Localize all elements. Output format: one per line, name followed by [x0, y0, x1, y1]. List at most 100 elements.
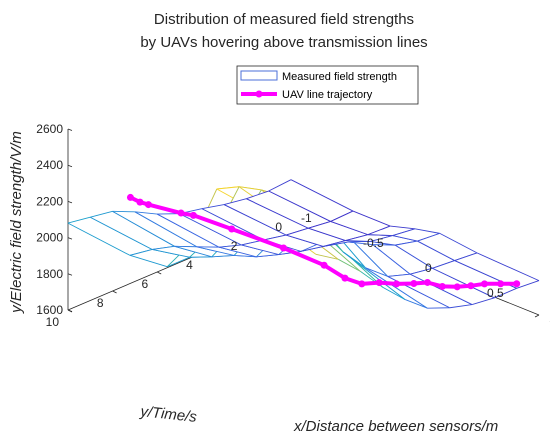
- trajectory-point: [228, 225, 236, 233]
- surface-edge: [414, 228, 440, 234]
- surface-edge: [256, 254, 279, 258]
- surface-edge: [367, 225, 391, 236]
- surface-edge: [219, 246, 257, 258]
- y-tick-mark: [67, 309, 73, 313]
- trajectory-point: [497, 280, 505, 288]
- surface-edge: [223, 198, 247, 206]
- y-tick-label: 6: [142, 277, 149, 291]
- surface-face: [372, 244, 433, 275]
- surface-face: [350, 238, 411, 277]
- surface-face: [395, 241, 455, 269]
- surface-edge: [308, 227, 346, 241]
- surface-edge: [330, 210, 354, 222]
- tick-labels: 1600 1800 2000 2200 2400 2600 0 2 4 6 8 10 -1 -0.5 0 0.…: [36, 122, 550, 329]
- surface-edge: [112, 210, 175, 247]
- trajectory-point: [189, 211, 197, 219]
- z-tick-label: 1600: [36, 303, 63, 317]
- trajectory-point: [480, 280, 488, 288]
- surface-edge: [219, 244, 242, 248]
- surface-edge: [216, 186, 240, 190]
- surface-edge: [471, 297, 495, 306]
- surface-edge: [394, 244, 433, 269]
- surface-edge: [392, 228, 416, 237]
- surface-edge: [365, 267, 388, 277]
- trajectory-point: [341, 274, 349, 282]
- surface-face: [201, 204, 287, 240]
- surface-edge: [239, 186, 262, 191]
- surface-edge: [174, 245, 212, 258]
- surface-edge: [516, 280, 540, 289]
- y-tick-label: 10: [46, 315, 60, 329]
- surface-edge: [156, 213, 220, 248]
- z-tick-label: 2200: [36, 194, 63, 208]
- z-tick-mark: [67, 201, 73, 204]
- trajectory-point: [453, 283, 461, 291]
- surface-face: [268, 179, 353, 222]
- y-axis-label: y/Time/s: [139, 403, 198, 426]
- surface-edge: [387, 273, 411, 277]
- surface-edge: [348, 241, 373, 246]
- surface-face: [308, 221, 368, 241]
- trajectory-point: [513, 280, 521, 288]
- surface-edge: [417, 240, 455, 261]
- trajectory-point: [126, 193, 134, 201]
- surface-edge: [372, 244, 411, 275]
- trajectory-point: [423, 278, 431, 286]
- surface-edge: [223, 204, 287, 236]
- surface-edge: [390, 225, 416, 230]
- z-tick-mark: [67, 164, 73, 168]
- x-tick-label: 0: [425, 261, 432, 275]
- surface-edge: [370, 241, 396, 246]
- surface-edge: [129, 254, 168, 268]
- surface-edge: [392, 235, 418, 242]
- surface-face: [286, 228, 346, 247]
- legend-label-trajectory: UAV line trajectory: [282, 89, 373, 101]
- chart-title-line-1: Distribution of measured field strengths: [154, 11, 414, 28]
- surface-mesh: [67, 179, 540, 309]
- surface-edge: [345, 234, 369, 241]
- surface-face: [370, 235, 418, 246]
- trajectory-point: [393, 280, 400, 288]
- surface-edge: [382, 286, 406, 300]
- surface-edge: [201, 204, 225, 210]
- trajectory-point: [177, 209, 185, 217]
- surface-face: [134, 211, 220, 248]
- surface-edge: [342, 251, 406, 300]
- surface-edge: [67, 222, 131, 256]
- trajectory-point: [280, 244, 288, 252]
- x-tick-mark: [534, 314, 540, 318]
- legend: Measured field strength UAV line traject…: [236, 65, 419, 105]
- surface-edge: [315, 253, 339, 260]
- surface-face: [68, 217, 153, 256]
- y-tick-mark: [157, 271, 162, 275]
- z-tick-label: 2600: [36, 122, 63, 136]
- surface-face: [323, 240, 371, 247]
- surface-face: [112, 211, 197, 247]
- surface-edge: [211, 254, 235, 258]
- trajectory-point: [136, 198, 144, 206]
- surface-edge: [449, 304, 473, 309]
- surface-edge: [201, 208, 265, 241]
- surface-edge: [405, 299, 428, 309]
- surface-edge: [365, 267, 428, 309]
- surface-edge: [370, 235, 393, 242]
- y-tick-label: 8: [97, 296, 104, 310]
- surface-edge: [338, 258, 361, 272]
- surface-edge: [134, 211, 198, 248]
- surface-face: [224, 198, 309, 235]
- chart-title-line-2: by UAVs hovering above transmission line…: [140, 34, 427, 51]
- surface-edge: [409, 267, 433, 275]
- surface-edge: [196, 246, 235, 256]
- legend-trajectory-marker: [255, 90, 263, 98]
- surface-edge: [167, 256, 190, 268]
- surface-face: [432, 260, 517, 298]
- surface-edge: [241, 244, 279, 255]
- surface-edge: [90, 216, 153, 250]
- surface-edge: [395, 240, 418, 246]
- surface-face: [345, 234, 393, 242]
- surface-edge: [454, 252, 478, 262]
- surface-edge: [246, 190, 269, 200]
- legend-mesh-swatch: [240, 70, 278, 81]
- z-tick-mark: [67, 237, 73, 240]
- surface-edge: [90, 210, 113, 218]
